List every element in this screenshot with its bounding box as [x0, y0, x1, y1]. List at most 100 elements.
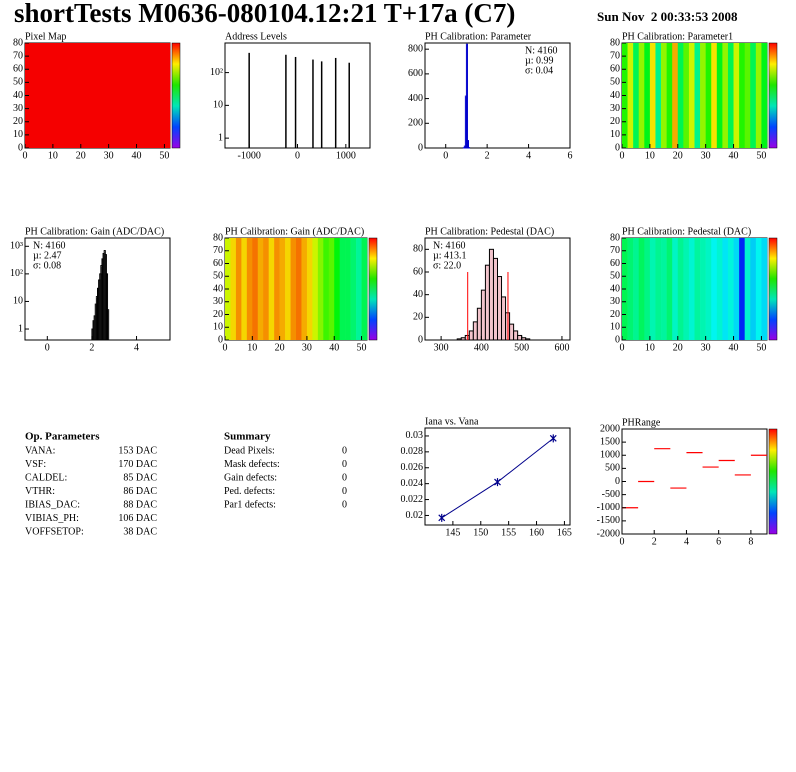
heatmap-cell	[290, 238, 297, 340]
y-tick-label: 70	[13, 50, 23, 61]
heatmap-cell	[716, 238, 723, 340]
y-tick-label: 0	[615, 142, 620, 153]
y-tick-label: 50	[610, 77, 620, 88]
heatmap-cell	[268, 238, 275, 340]
stats-text: N: 4160	[525, 45, 558, 56]
y-tick-label: 60	[213, 258, 223, 269]
y-tick-label: 60	[610, 258, 620, 269]
y-tick-label: 2000	[600, 423, 620, 434]
histogram-bar	[456, 338, 462, 341]
heatmap-cell	[727, 43, 734, 148]
param-name: VANA:	[25, 445, 55, 456]
heatmap-cell	[655, 43, 662, 148]
x-tick-label: 30	[701, 342, 711, 353]
y-tick-label: 80	[213, 232, 223, 243]
x-tick-label: 165	[557, 527, 572, 538]
heatmap-cell	[328, 238, 335, 340]
summary-value: 0	[342, 445, 347, 456]
x-tick-label: 40	[729, 342, 739, 353]
summary-value: 0	[342, 499, 347, 510]
x-tick-label: 10	[645, 342, 655, 353]
heatmap-cell	[638, 238, 645, 340]
stats-text: µ: 2.47	[33, 250, 62, 261]
param-value: 85 DAC	[123, 472, 157, 483]
histogram-bar	[472, 321, 478, 341]
param-value: 38 DAC	[123, 526, 157, 537]
heatmap-cell	[683, 43, 690, 148]
heatmap-cell	[722, 43, 729, 148]
heatmap-cell	[25, 43, 171, 148]
heatmap-cell	[285, 238, 291, 340]
heatmap-cell	[739, 43, 745, 148]
heatmap-cell	[672, 238, 679, 340]
x-tick-label: 300	[434, 342, 449, 353]
heatmap-cell	[744, 43, 751, 148]
heatmap-cell	[666, 43, 673, 148]
stats-text: N: 4160	[33, 240, 66, 251]
heatmap-cell	[644, 43, 651, 148]
heatmap-cell	[279, 238, 286, 340]
heatmap-cell	[727, 238, 734, 340]
summary-label: Par1 defects:	[224, 499, 276, 510]
y-tick-label: 30	[610, 296, 620, 307]
histogram-bar	[476, 307, 482, 341]
summary-value: 0	[342, 486, 347, 497]
heatmap-cell	[739, 238, 745, 340]
heatmap-cell	[638, 43, 645, 148]
x-tick-label: 6	[716, 536, 721, 547]
histogram-bar	[517, 334, 523, 341]
x-tick-label: 50	[756, 342, 766, 353]
summary-label: Mask defects:	[224, 459, 280, 470]
color-bar	[171, 42, 181, 149]
y-tick-label: 50	[213, 271, 223, 282]
x-tick-label: 40	[729, 150, 739, 161]
summary-label: Gain defects:	[224, 472, 277, 483]
y-tick-label: 80	[610, 232, 620, 243]
heatmap-cell	[661, 238, 667, 340]
x-tick-label: 10	[48, 150, 58, 161]
x-tick-label: 4	[684, 536, 689, 547]
y-tick-label: 10³	[10, 241, 23, 252]
y-tick-label: 80	[13, 37, 23, 48]
heatmap-cell	[627, 238, 634, 340]
heatmap-cell	[655, 238, 662, 340]
color-bar	[368, 237, 378, 341]
page-title: shortTests M0636-080104.12:21 T+17a (C7)	[14, 0, 515, 28]
y-tick-label: -500	[602, 489, 620, 500]
panel-title: Address Levels	[225, 31, 287, 42]
heatmap-cell	[274, 238, 280, 340]
param-name: VTHR:	[25, 486, 55, 497]
x-tick-label: 50	[159, 150, 169, 161]
y-tick-label: 70	[610, 50, 620, 61]
x-tick-label: 0	[620, 150, 625, 161]
y-tick-label: 10²	[210, 67, 223, 78]
x-tick-label: 0	[295, 150, 300, 161]
x-tick-label: 50	[756, 150, 766, 161]
heatmap-cell	[688, 43, 695, 148]
heatmap-cell	[722, 238, 729, 340]
histogram-bar	[460, 337, 466, 341]
panel-title: PHRange	[622, 417, 661, 428]
y-tick-label: 20	[13, 116, 23, 127]
summary-label: Ped. defects:	[224, 486, 275, 497]
plot-frame	[424, 42, 571, 149]
y-tick-label: 30	[610, 103, 620, 114]
y-tick-label: 600	[408, 68, 423, 79]
x-tick-label: 2	[652, 536, 657, 547]
color-bar	[768, 428, 778, 535]
histogram-bar	[521, 337, 527, 341]
heatmap-cell	[694, 238, 701, 340]
x-tick-label: 155	[501, 527, 516, 538]
heatmap-cell	[733, 238, 740, 340]
heatmap-cell	[688, 238, 695, 340]
heatmap-cell	[301, 238, 308, 340]
y-tick-label: 10	[213, 100, 223, 111]
y-tick-label: 20	[213, 309, 223, 320]
y-tick-label: 80	[610, 37, 620, 48]
heatmap-cell	[705, 238, 712, 340]
stats-text: N: 4160	[433, 240, 466, 251]
y-tick-label: -1500	[597, 515, 620, 526]
panel-title: PH Calibration: Pedestal (DAC)	[622, 226, 751, 237]
heatmap-cell	[334, 238, 340, 340]
